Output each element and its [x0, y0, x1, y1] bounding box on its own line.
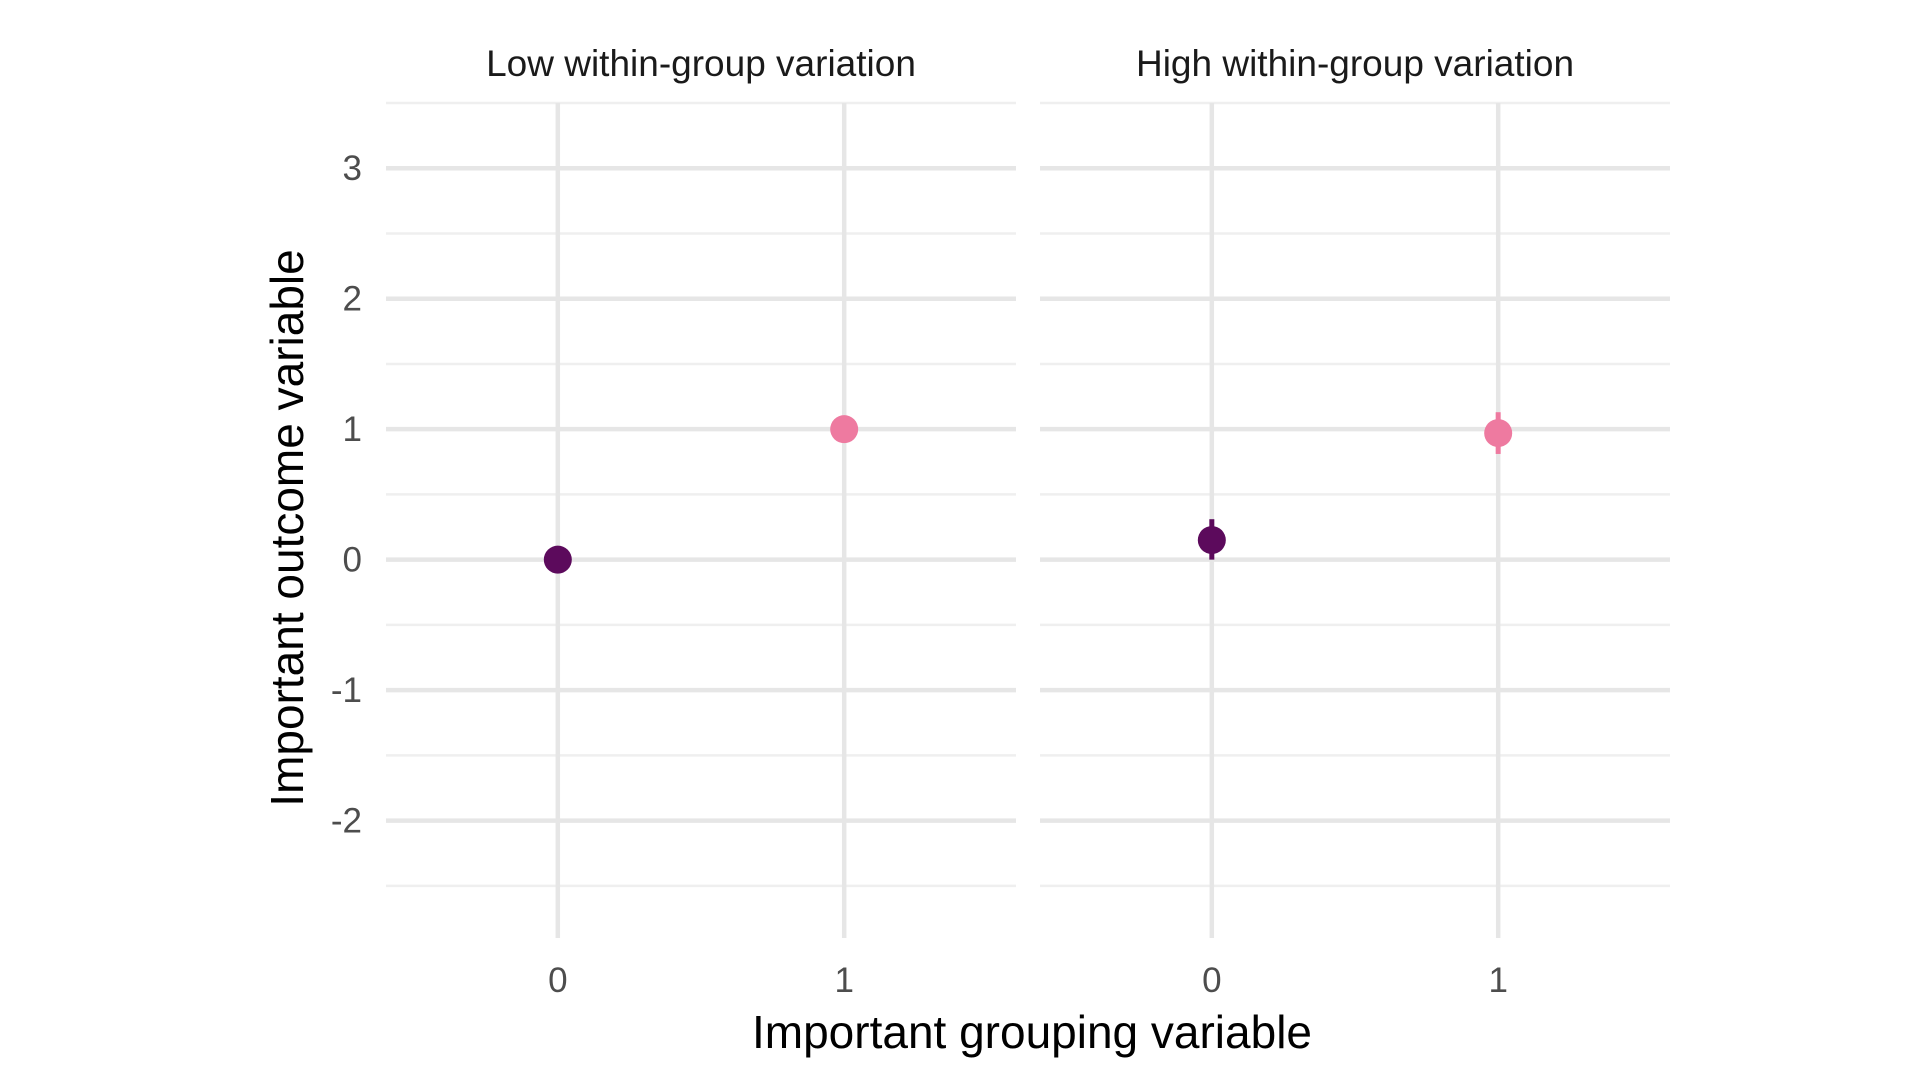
- panel-title: High within-group variation: [1136, 43, 1574, 84]
- x-tick-label: 1: [1488, 961, 1507, 1000]
- data-point: [1197, 526, 1226, 555]
- y-tick-label: 0: [343, 541, 362, 580]
- panel-2: High within-group variation 0 1: [1040, 43, 1670, 1000]
- y-tick-label: -2: [331, 802, 362, 841]
- y-axis: 3 2 1 0 -1 -2: [331, 149, 362, 840]
- data-point: [543, 545, 572, 574]
- y-tick-label: 1: [343, 410, 362, 449]
- y-tick-label: 3: [343, 149, 362, 188]
- y-tick-label: 2: [343, 280, 362, 319]
- y-tick-label: -1: [331, 671, 362, 710]
- data-point: [1484, 419, 1513, 448]
- x-tick-label: 0: [548, 961, 567, 1000]
- x-tick-label: 1: [834, 961, 853, 1000]
- x-axis-title: Important grouping variable: [752, 1006, 1312, 1058]
- x-tick-label: 0: [1202, 961, 1221, 1000]
- panel-1: Low within-group variation 0 1: [386, 43, 1016, 1000]
- data-point: [830, 415, 859, 444]
- panel-title: Low within-group variation: [486, 43, 916, 84]
- y-axis-title: Important outcome variable: [261, 249, 313, 806]
